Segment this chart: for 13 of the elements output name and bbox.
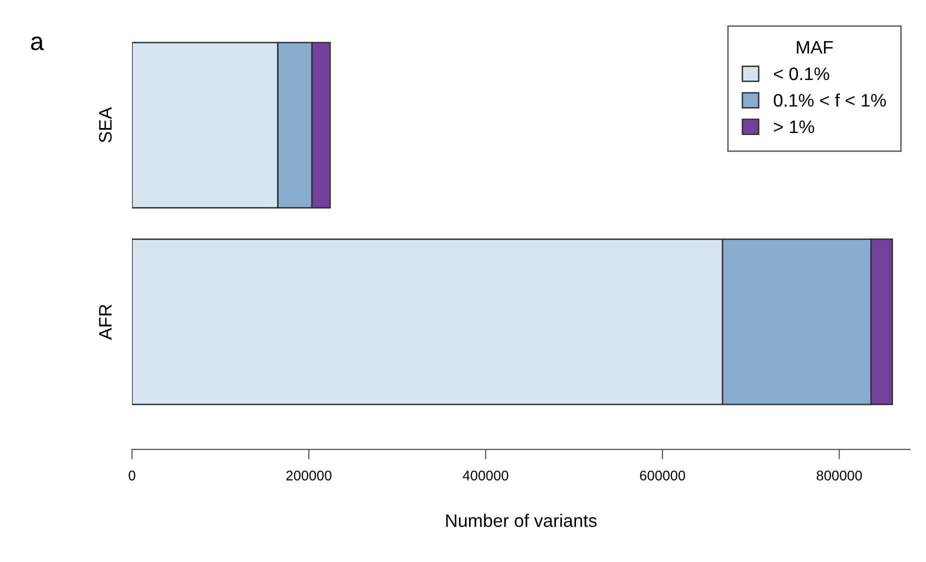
x-tick-label: 800000 [816,470,862,480]
x-tick-label: 0 [128,470,136,480]
legend-label: > 1% [774,120,814,134]
y-tick-label: SEA [98,107,112,142]
y-tick-label: AFR [99,304,112,340]
legend-title: MAF [796,41,833,54]
legend-label: < 0.1% [774,67,830,80]
x-tick-label: 400000 [462,470,508,480]
x-axis-title: Number of variants [446,514,597,528]
text: a [31,36,44,50]
x-tick-label: 600000 [640,470,686,480]
legend-label: 0.1% < f < 1% [774,93,886,107]
x-tick-label: 200000 [286,470,332,480]
